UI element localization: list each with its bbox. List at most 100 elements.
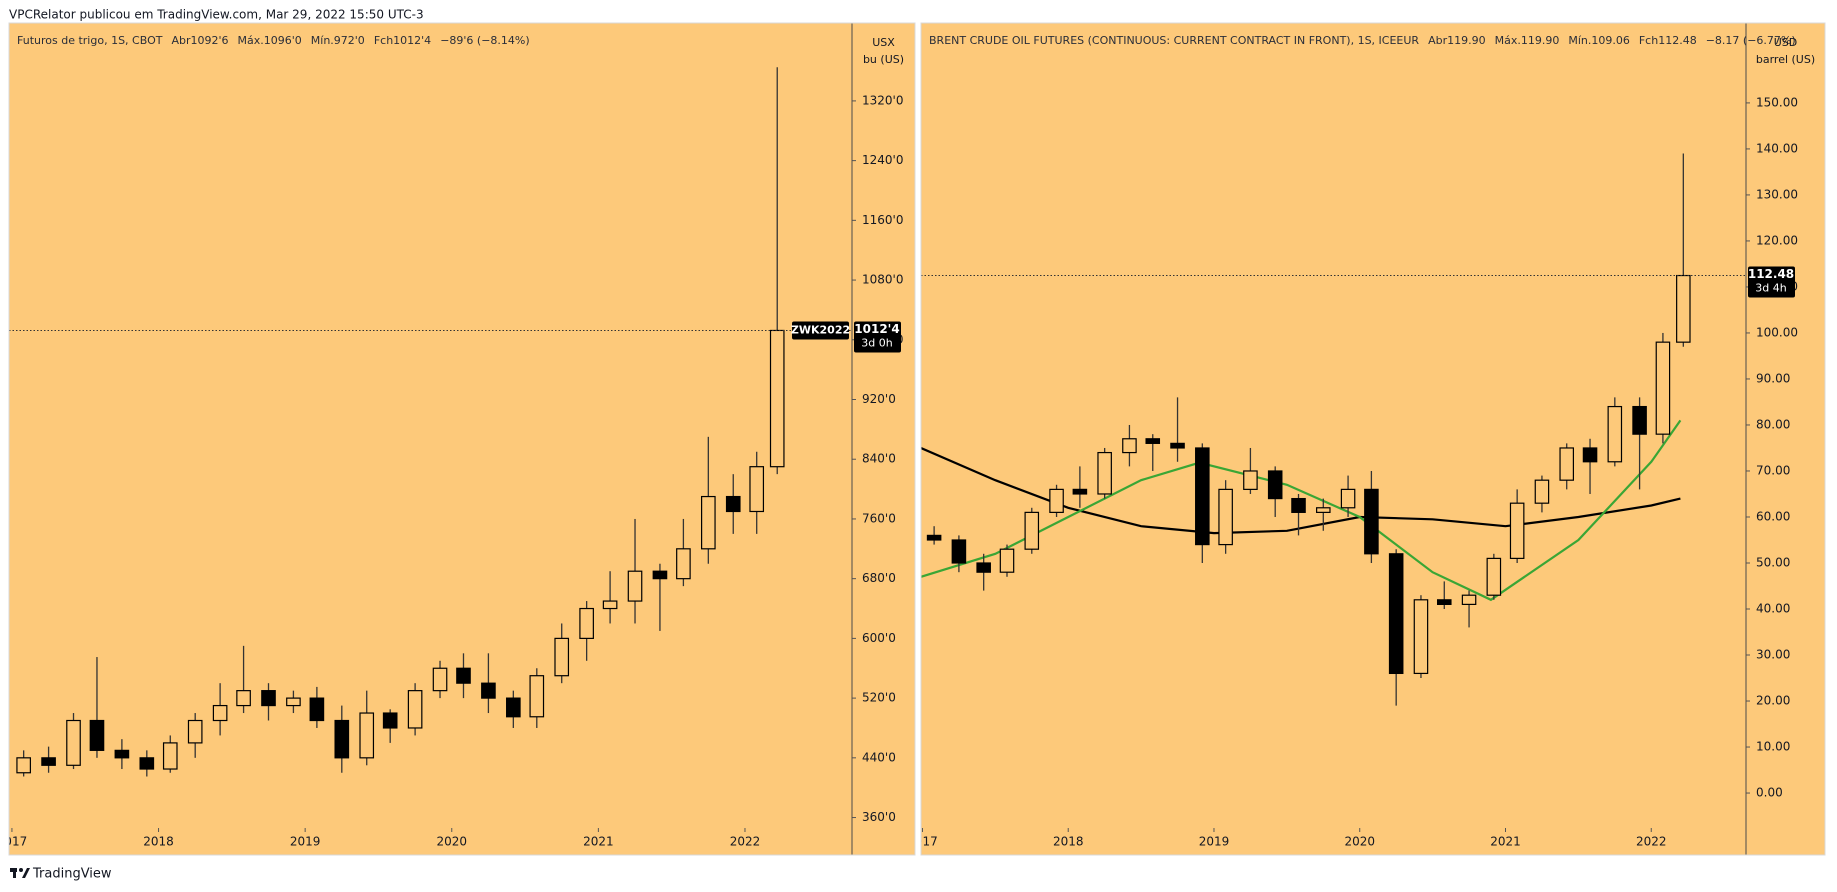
legend-item: −8.17 (−6.77%): [1706, 34, 1796, 47]
last-price-box: [854, 321, 901, 353]
candle-body: [89, 719, 105, 751]
candle-body: [1316, 507, 1331, 513]
candle-body: [1388, 553, 1404, 675]
candle-body: [309, 697, 325, 722]
candle-body: [1267, 470, 1283, 500]
unit-label: USD: [1774, 36, 1798, 49]
logo-dot: [19, 868, 23, 872]
chart-panel: 2017 2018 2019 2020 2021 2022 Futuros de trigo…: [0, 22, 916, 856]
candle-body: [1509, 502, 1525, 559]
last-price-label: 112.48: [1748, 267, 1794, 281]
plot-area: 2017 2018 2019 2020 2021 2022: [907, 153, 1691, 849]
publisher-line: VPCRelator publicou em TradingView.com, …: [9, 8, 424, 22]
candle-body: [187, 719, 203, 744]
candle-body: [627, 570, 643, 602]
footer-logo: [10, 868, 30, 878]
y-tick-label: 120.00: [1756, 233, 1798, 247]
candle-body: [1676, 274, 1691, 343]
candle-body: [1097, 451, 1112, 495]
x-tick-label: 2019: [290, 835, 321, 849]
y-tick-label: 680'0: [862, 571, 896, 585]
candle-body: [749, 466, 765, 513]
candle-body: [1195, 447, 1210, 546]
last-price-label: 1012'4: [854, 322, 899, 336]
y-tick-label: 10.00: [1756, 740, 1790, 754]
candle-body: [1582, 447, 1598, 463]
candle-body: [529, 675, 545, 718]
candle-body: [114, 749, 130, 759]
candle-body: [1534, 479, 1550, 504]
candle-body: [1024, 511, 1040, 550]
legend-item: Fch112.48: [1639, 34, 1697, 47]
candle-body: [999, 548, 1015, 573]
candle-body: [1461, 594, 1477, 606]
panel-border: [8, 22, 916, 856]
candle-body: [162, 742, 178, 770]
candle-body: [212, 704, 228, 722]
panel-border: [920, 22, 1826, 856]
legend-item: −89'6 (−8.14%): [440, 34, 529, 47]
x-tick-label: 2017: [0, 835, 27, 849]
candle-body: [236, 690, 251, 707]
candle-body: [1364, 488, 1379, 555]
candle-body: [769, 329, 785, 468]
candle-body: [382, 712, 398, 729]
y-tick-label: 100.00: [1756, 325, 1798, 339]
x-tick-label: 2022: [730, 835, 761, 849]
x-tick-label: 2017: [907, 835, 938, 849]
candle-body: [1486, 557, 1502, 596]
x-tick-label: 2021: [1490, 835, 1521, 849]
candle-body: [1436, 599, 1452, 606]
candle-body: [506, 697, 521, 718]
y-tick-label: 30.00: [1756, 648, 1790, 662]
y-tick-label: 1080'0: [862, 273, 903, 287]
y-tick-label: 20.00: [1756, 694, 1790, 708]
candle-body: [139, 757, 155, 770]
candle-body: [1340, 488, 1356, 509]
y-tick-label: 80.00: [1756, 417, 1790, 431]
candle-body: [1607, 405, 1623, 463]
x-tick-label: 2018: [1053, 835, 1084, 849]
candle-body: [1243, 470, 1258, 490]
y-tick-label: 1160'0: [862, 213, 903, 227]
candle-body: [1170, 442, 1185, 449]
candle-body: [652, 570, 668, 580]
legend-item: BRENT CRUDE OIL FUTURES (CONTINUOUS: CUR…: [929, 34, 1419, 47]
x-tick-label: 2021: [583, 835, 614, 849]
candle-body: [579, 607, 594, 639]
y-tick-label: 50.00: [1756, 555, 1790, 569]
y-tick-label: 1240'0: [862, 153, 903, 167]
candle-body: [261, 690, 276, 707]
y-tick-label: 1320'0: [862, 93, 903, 107]
candle-body: [1122, 438, 1137, 454]
x-tick-label: 2020: [436, 835, 467, 849]
legend-item: Mín.109.06: [1568, 34, 1630, 47]
panel-background: [921, 23, 1825, 855]
candle-body: [1632, 405, 1647, 435]
candle-body: [926, 534, 942, 541]
y-tick-label: 440'0: [862, 750, 896, 764]
candle-body: [481, 682, 496, 699]
unit-label: USX: [872, 36, 895, 49]
candle-body: [1072, 488, 1088, 495]
y-tick-label: 140.00: [1756, 141, 1798, 155]
x-tick-label: 2020: [1344, 835, 1375, 849]
y-tick-label: 150.00: [1756, 95, 1798, 109]
legend-item: Mín.972'0: [311, 34, 365, 47]
y-tick-label: 520'0: [862, 691, 896, 705]
candle-body: [286, 697, 301, 707]
legend-item: Máx.1096'0: [238, 34, 302, 47]
unit-label: bu (US): [863, 53, 904, 66]
candle-body: [16, 757, 31, 774]
candle-body: [725, 495, 741, 513]
candle-body: [407, 690, 423, 729]
logo-slash: [22, 868, 30, 878]
x-tick-label: 2018: [143, 835, 174, 849]
legend-item: Abr1092'6: [171, 34, 228, 47]
candle-body: [1413, 599, 1429, 675]
candle-body: [602, 600, 618, 610]
y-tick-label: 90.00: [1756, 371, 1790, 385]
y-tick-label: 760'0: [862, 511, 896, 525]
symbol-box: [792, 321, 849, 340]
